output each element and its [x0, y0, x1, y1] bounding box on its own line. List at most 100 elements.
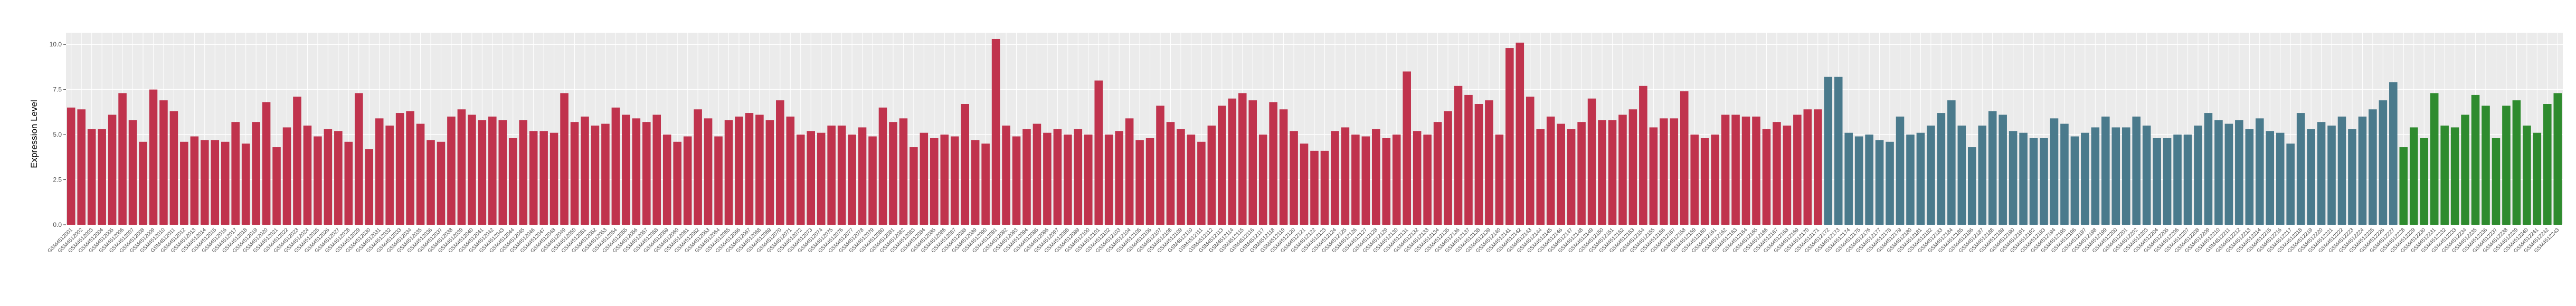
bar — [314, 136, 322, 225]
bar — [632, 118, 641, 225]
bar — [848, 135, 856, 225]
bar — [2369, 109, 2377, 225]
bar — [2050, 118, 2059, 225]
bar — [1854, 136, 1863, 225]
bar — [1834, 77, 1843, 225]
bar — [293, 97, 301, 225]
bar — [817, 132, 826, 225]
bar — [2307, 129, 2315, 225]
bar — [1012, 136, 1021, 225]
bar — [601, 123, 610, 225]
bar — [1351, 135, 1360, 225]
bar — [1978, 126, 1987, 225]
bar — [2235, 120, 2243, 225]
bar — [2492, 138, 2501, 225]
bar — [1557, 123, 1565, 225]
bar — [252, 122, 260, 225]
bar — [971, 140, 980, 225]
bar — [303, 126, 312, 225]
bar — [858, 127, 867, 225]
bar — [1392, 135, 1401, 225]
bar — [724, 120, 733, 225]
bar — [827, 126, 836, 225]
y-tick-label: 0.0 — [53, 221, 62, 228]
bar — [468, 114, 476, 225]
bar — [2091, 127, 2100, 225]
bar — [128, 120, 137, 225]
bar — [488, 116, 497, 225]
bar — [1156, 106, 1164, 225]
bar — [1002, 126, 1010, 225]
bar — [1670, 118, 1679, 225]
bar — [1516, 42, 1524, 225]
bar — [837, 126, 846, 225]
bar — [519, 120, 527, 225]
bar — [2214, 120, 2223, 225]
bar — [2533, 132, 2542, 225]
bar — [2471, 94, 2480, 225]
bar — [2276, 132, 2285, 225]
bar — [149, 89, 158, 225]
bar — [652, 114, 661, 225]
bar — [755, 114, 764, 225]
bar — [1166, 122, 1175, 225]
bar — [1700, 138, 1709, 225]
bar — [1577, 122, 1586, 225]
bar — [2163, 138, 2172, 225]
bar — [2029, 138, 2038, 225]
bar — [1505, 48, 1514, 225]
bar — [1587, 98, 1596, 225]
bar — [169, 111, 178, 225]
bar — [1444, 111, 1452, 225]
bar — [1741, 116, 1750, 225]
bar — [910, 147, 918, 225]
bar — [1258, 135, 1267, 225]
bar — [560, 93, 569, 225]
bar — [1967, 147, 1976, 225]
bar — [899, 118, 908, 225]
bar — [1660, 118, 1668, 225]
bar — [1752, 116, 1760, 225]
bar — [2081, 132, 2089, 225]
bar — [1896, 116, 1905, 225]
bar — [159, 100, 168, 225]
bar — [1382, 138, 1391, 225]
bar — [1094, 80, 1103, 225]
bar — [1803, 109, 1812, 225]
bar — [1875, 140, 1884, 225]
bar — [262, 102, 271, 225]
bar — [694, 109, 702, 225]
bar — [1793, 114, 1802, 225]
bar — [930, 138, 939, 225]
bar — [539, 131, 548, 225]
bar — [1495, 135, 1504, 225]
bar — [2553, 93, 2562, 225]
bar — [2132, 116, 2141, 225]
bar — [878, 107, 887, 225]
bar — [108, 114, 117, 225]
bar — [2266, 131, 2275, 225]
bar — [1721, 114, 1730, 225]
bar — [2204, 113, 2213, 225]
bar — [591, 126, 600, 225]
bar — [2348, 129, 2356, 225]
bar — [1546, 116, 1555, 225]
bar — [1064, 135, 1072, 225]
y-tick-label: 10.0 — [50, 41, 62, 48]
bar — [2337, 116, 2346, 225]
bar — [2379, 100, 2388, 225]
bar — [1238, 93, 1247, 225]
bar — [704, 118, 713, 225]
bar — [2142, 126, 2151, 225]
bar — [2450, 127, 2459, 225]
bar — [920, 132, 929, 225]
bar — [1331, 131, 1339, 225]
bar — [2440, 126, 2449, 225]
bar — [1187, 135, 1196, 225]
bar — [868, 136, 877, 225]
bar — [622, 114, 630, 225]
bar — [437, 141, 446, 225]
bar — [478, 120, 487, 225]
bar — [2153, 138, 2161, 225]
bar — [2070, 136, 2079, 225]
